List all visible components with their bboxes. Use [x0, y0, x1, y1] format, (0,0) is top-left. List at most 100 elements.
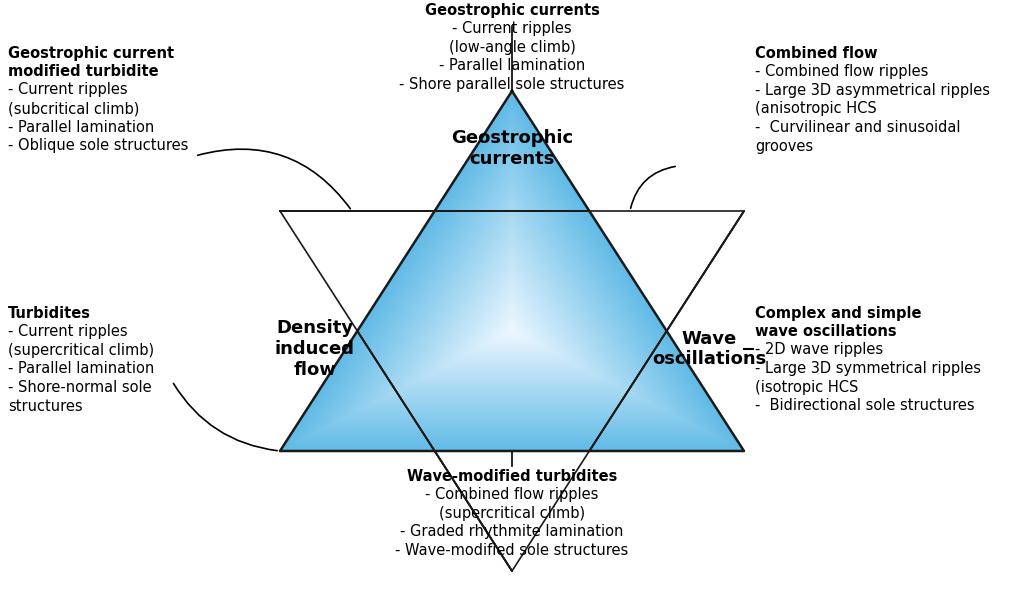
Polygon shape [343, 156, 681, 419]
Polygon shape [399, 214, 625, 389]
Polygon shape [442, 259, 582, 367]
Polygon shape [313, 126, 711, 434]
Polygon shape [495, 313, 529, 340]
Polygon shape [393, 208, 631, 392]
Polygon shape [352, 166, 672, 414]
Polygon shape [406, 221, 618, 386]
Polygon shape [472, 290, 552, 351]
Polygon shape [423, 239, 601, 377]
Polygon shape [483, 301, 541, 346]
Polygon shape [494, 312, 530, 340]
Polygon shape [463, 280, 561, 356]
Polygon shape [404, 219, 620, 387]
Polygon shape [375, 189, 649, 402]
Text: - 2D wave ripples
- Large 3D symmetrical ripples
(isotropic HCS
-  Bidirectional: - 2D wave ripples - Large 3D symmetrical… [755, 342, 981, 413]
Polygon shape [489, 308, 535, 342]
Polygon shape [450, 266, 574, 364]
Polygon shape [435, 252, 589, 371]
Polygon shape [449, 265, 575, 364]
Polygon shape [498, 316, 526, 338]
Polygon shape [324, 137, 700, 428]
Polygon shape [395, 210, 629, 392]
Polygon shape [477, 295, 547, 349]
Polygon shape [328, 140, 696, 426]
Polygon shape [465, 282, 559, 356]
Polygon shape [462, 279, 562, 357]
Polygon shape [340, 153, 684, 420]
Polygon shape [445, 263, 579, 365]
Polygon shape [454, 271, 570, 361]
Polygon shape [455, 272, 569, 360]
Polygon shape [355, 169, 669, 412]
Polygon shape [344, 157, 680, 418]
Polygon shape [506, 325, 518, 334]
Polygon shape [319, 132, 705, 431]
Polygon shape [485, 304, 539, 345]
Polygon shape [409, 224, 615, 384]
Polygon shape [396, 211, 628, 391]
Polygon shape [482, 300, 542, 346]
Polygon shape [297, 109, 727, 442]
Polygon shape [348, 162, 676, 415]
Polygon shape [457, 273, 567, 360]
Polygon shape [292, 103, 732, 445]
Polygon shape [503, 321, 521, 336]
Polygon shape [415, 230, 609, 381]
Polygon shape [330, 142, 694, 425]
Polygon shape [398, 213, 626, 390]
Polygon shape [294, 106, 730, 444]
Polygon shape [286, 97, 738, 448]
Polygon shape [426, 242, 598, 375]
Polygon shape [470, 288, 554, 353]
Text: - Current ripples
(supercritical climb)
- Parallel lamination
- Shore-normal sol: - Current ripples (supercritical climb) … [8, 324, 155, 414]
Polygon shape [421, 236, 603, 378]
Polygon shape [413, 228, 611, 382]
Polygon shape [410, 225, 614, 384]
Polygon shape [392, 207, 632, 393]
Polygon shape [367, 181, 657, 406]
Text: - Combined flow ripples
- Large 3D asymmetrical ripples
(anisotropic HCS
-  Curv: - Combined flow ripples - Large 3D asymm… [755, 64, 990, 153]
Polygon shape [321, 133, 703, 430]
Polygon shape [366, 180, 658, 406]
Text: - Combined flow ripples
(supercritical climb)
- Graded rhythmite lamination
- Wa: - Combined flow ripples (supercritical c… [395, 487, 629, 558]
Polygon shape [378, 192, 646, 401]
Polygon shape [287, 98, 737, 447]
Polygon shape [407, 222, 617, 386]
Polygon shape [280, 91, 744, 451]
Polygon shape [353, 167, 671, 413]
Polygon shape [339, 152, 685, 420]
Polygon shape [285, 96, 739, 448]
Polygon shape [419, 235, 605, 379]
Text: Turbidites: Turbidites [8, 306, 91, 321]
Polygon shape [327, 139, 697, 427]
Polygon shape [329, 141, 695, 426]
Polygon shape [401, 217, 623, 388]
Polygon shape [335, 147, 689, 423]
Polygon shape [436, 253, 588, 370]
Polygon shape [443, 260, 581, 367]
Polygon shape [370, 183, 654, 405]
Polygon shape [451, 268, 573, 363]
Text: Geostrophic current
modified turbidite: Geostrophic current modified turbidite [8, 46, 174, 79]
Polygon shape [305, 117, 719, 438]
Polygon shape [391, 206, 633, 393]
Polygon shape [379, 193, 645, 400]
Polygon shape [453, 270, 571, 362]
Text: Geostrophic currents: Geostrophic currents [425, 3, 599, 18]
Polygon shape [468, 285, 556, 354]
Polygon shape [284, 95, 740, 449]
Polygon shape [306, 119, 718, 437]
Polygon shape [309, 121, 715, 436]
Polygon shape [382, 197, 642, 398]
Polygon shape [316, 128, 708, 433]
Polygon shape [331, 144, 693, 425]
Polygon shape [427, 243, 597, 375]
Polygon shape [484, 302, 540, 345]
Polygon shape [510, 329, 514, 332]
Polygon shape [408, 223, 616, 385]
Polygon shape [318, 131, 706, 431]
Polygon shape [336, 148, 688, 422]
Polygon shape [364, 177, 660, 408]
Polygon shape [428, 244, 596, 374]
Polygon shape [444, 262, 580, 366]
